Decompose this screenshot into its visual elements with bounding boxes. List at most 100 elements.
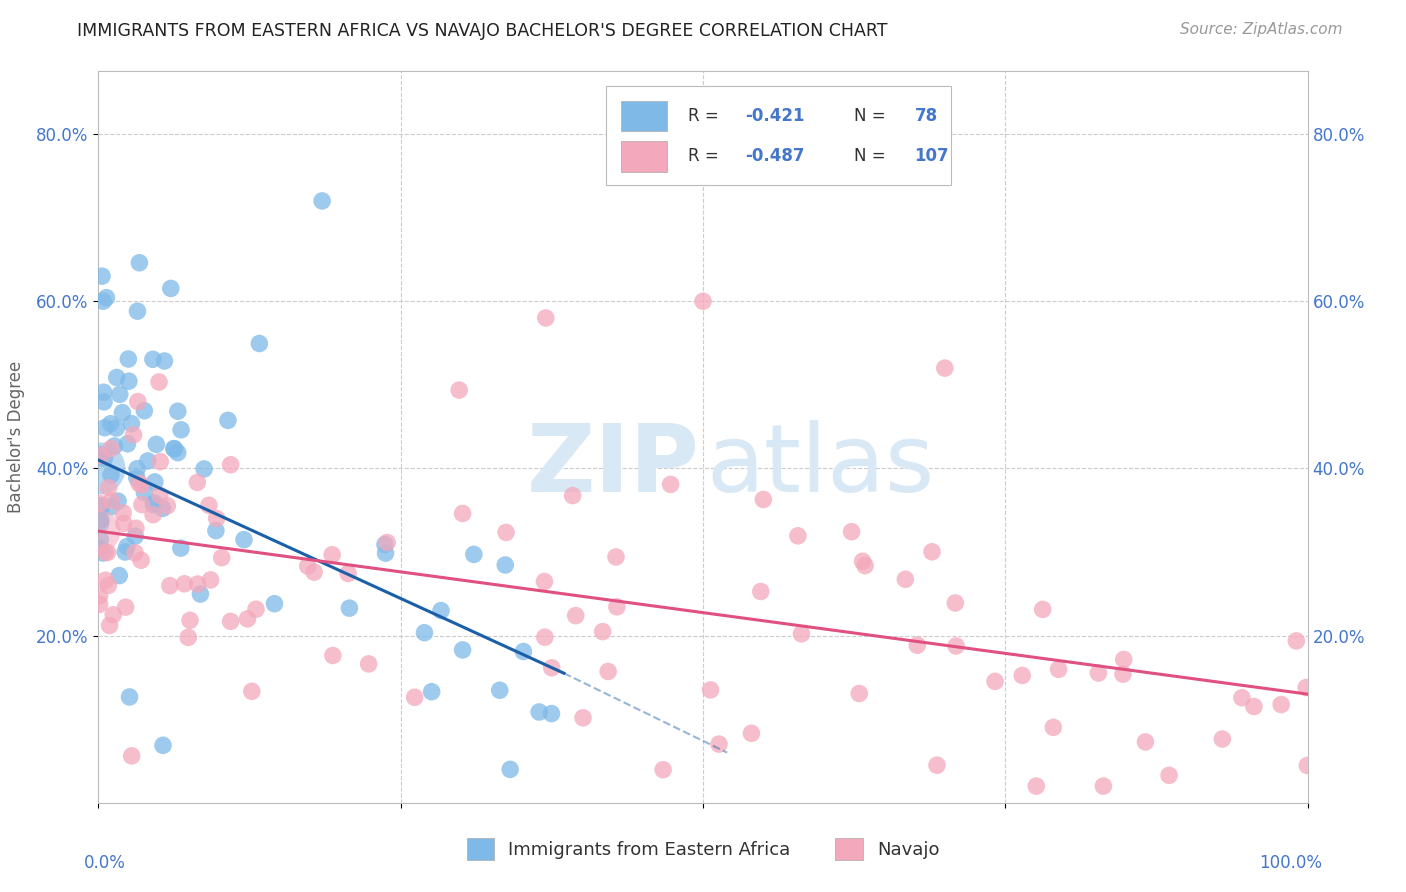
Point (90, 499, 112, 513)
Point (321, 548, 343, 562)
Point (1270, 698, 1292, 712)
Point (337, 566, 360, 581)
Point (921, 545, 943, 559)
Point (572, 711, 595, 725)
Point (91, 269, 114, 284)
Point (1159, 768, 1181, 782)
Point (124, 546, 146, 560)
Point (148, 375, 170, 389)
Point (494, 558, 516, 572)
Point (449, 383, 471, 397)
Point (984, 674, 1007, 689)
Point (357, 657, 380, 671)
Point (564, 608, 586, 623)
Point (1135, 735, 1157, 749)
Point (488, 683, 510, 698)
Point (142, 352, 165, 367)
Point (105, 370, 128, 384)
Point (190, 587, 212, 601)
Point (905, 638, 928, 652)
Point (853, 558, 876, 573)
Point (187, 577, 209, 591)
Point (114, 545, 136, 559)
Point (156, 499, 179, 513)
Point (145, 437, 167, 451)
Point (598, 665, 620, 679)
Point (170, 541, 193, 556)
Point (134, 485, 156, 500)
Point (652, 763, 675, 777)
Point (605, 549, 627, 564)
Point (322, 648, 344, 663)
Point (200, 573, 222, 587)
Point (1296, 758, 1319, 772)
Point (205, 524, 228, 538)
Point (233, 533, 256, 547)
Point (217, 413, 239, 427)
Point (841, 524, 863, 539)
Y-axis label: Bachelor's Degree: Bachelor's Degree (7, 361, 25, 513)
Text: 0.0%: 0.0% (84, 854, 125, 872)
Point (153, 354, 176, 368)
Point (89, 461, 111, 475)
Point (852, 554, 875, 568)
Point (163, 442, 186, 456)
Point (136, 454, 159, 468)
Point (89, 496, 111, 510)
FancyBboxPatch shape (621, 141, 666, 171)
Point (540, 661, 562, 675)
Point (93, 451, 115, 466)
Point (561, 489, 583, 503)
Point (100, 417, 122, 431)
Point (943, 596, 966, 610)
Point (179, 613, 201, 627)
Point (1025, 779, 1047, 793)
Text: 78: 78 (915, 107, 938, 125)
Point (107, 494, 129, 508)
Point (375, 535, 398, 549)
Point (117, 351, 139, 366)
Point (219, 615, 242, 629)
Point (1243, 699, 1265, 714)
Point (211, 550, 233, 565)
Point (245, 602, 267, 616)
Point (374, 546, 396, 560)
Point (430, 604, 453, 618)
Point (100, 500, 122, 514)
Point (945, 639, 967, 653)
Point (152, 501, 174, 516)
Point (1295, 681, 1317, 695)
Point (247, 336, 270, 351)
Point (131, 478, 153, 492)
Point (90, 449, 112, 463)
Point (91, 294, 114, 309)
Point (1112, 667, 1135, 681)
Point (127, 394, 149, 409)
Point (89, 524, 111, 538)
Point (173, 576, 195, 591)
Point (193, 462, 215, 476)
Point (125, 471, 148, 485)
Point (118, 374, 141, 388)
Point (149, 488, 172, 502)
Point (297, 559, 319, 574)
Point (108, 568, 131, 582)
Point (89, 589, 111, 603)
Point (1230, 690, 1253, 705)
Point (198, 498, 221, 512)
Point (540, 706, 562, 721)
Text: N =: N = (855, 147, 891, 165)
Point (495, 525, 517, 540)
Point (121, 748, 143, 763)
Point (339, 601, 361, 615)
Legend: Immigrants from Eastern Africa, Navajo: Immigrants from Eastern Africa, Navajo (460, 830, 946, 867)
FancyBboxPatch shape (621, 101, 666, 131)
Point (790, 627, 813, 641)
Point (103, 439, 125, 453)
Point (1042, 720, 1064, 734)
Point (128, 476, 150, 491)
Point (752, 492, 775, 507)
Point (91, 546, 114, 560)
Point (925, 758, 948, 772)
Point (1112, 652, 1135, 666)
